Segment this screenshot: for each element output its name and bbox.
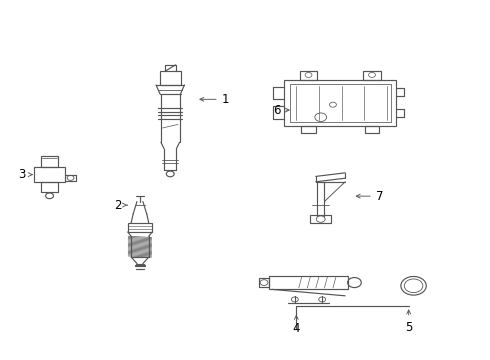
Bar <box>270 276 347 289</box>
Text: 4: 4 <box>293 315 300 335</box>
Bar <box>41 156 58 167</box>
Bar <box>284 80 396 126</box>
Bar <box>160 71 180 85</box>
Bar <box>34 167 65 182</box>
Text: 7: 7 <box>356 190 383 203</box>
Bar <box>128 223 152 232</box>
Bar <box>310 215 331 223</box>
Text: 2: 2 <box>114 199 127 212</box>
Text: 3: 3 <box>19 168 32 181</box>
Bar <box>301 126 316 134</box>
Bar <box>290 84 391 122</box>
Bar <box>363 71 381 80</box>
Bar <box>259 278 270 287</box>
Text: 1: 1 <box>200 93 229 106</box>
Text: 5: 5 <box>405 310 413 333</box>
Bar <box>300 71 318 80</box>
Bar <box>365 126 379 134</box>
Text: 6: 6 <box>273 104 289 117</box>
